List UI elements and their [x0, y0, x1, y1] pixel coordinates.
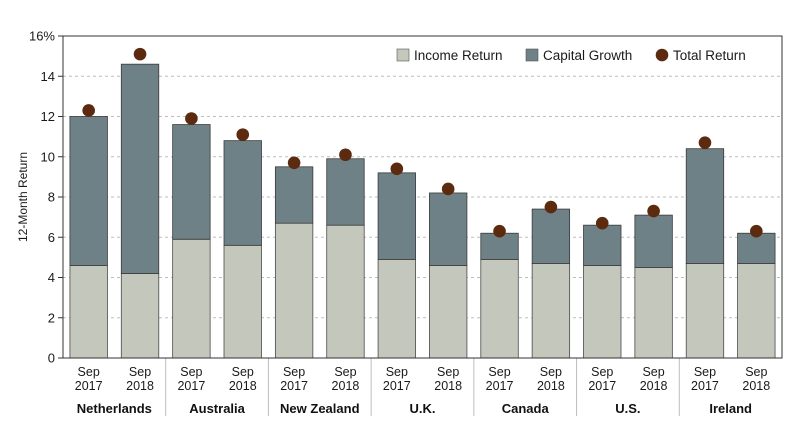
group-label: Netherlands [77, 401, 152, 416]
group-label: U.S. [615, 401, 640, 416]
capital-growth-bar [326, 158, 365, 226]
capital-growth-bar [531, 208, 571, 264]
capital-growth-bar [172, 124, 211, 240]
capital-growth-bar [685, 148, 725, 264]
y-axis-title: 12-Month Return [16, 152, 30, 242]
x-tick-label: Sep 2018 [742, 365, 770, 393]
x-tick-label: Sep 2017 [75, 365, 103, 393]
total-return-marker [698, 136, 712, 149]
income-return-bar [377, 258, 416, 359]
x-tick-label: Sep 2018 [640, 365, 668, 393]
total-return-marker [339, 148, 352, 162]
group-label: Ireland [709, 401, 752, 416]
bars [69, 63, 776, 359]
total-return-marker [441, 182, 455, 196]
total-return-markers [82, 47, 763, 238]
income-return-bar [685, 263, 725, 359]
legend-swatch [525, 48, 539, 62]
income-return-bar [172, 238, 211, 359]
x-tick-label: Sep 2017 [383, 365, 411, 393]
total-return-marker [544, 200, 558, 214]
total-return-marker [287, 156, 301, 170]
gridlines [63, 75, 782, 319]
total-return-marker [185, 112, 198, 125]
legend-label: Total Return [673, 48, 746, 63]
total-return-marker [595, 216, 609, 230]
group-label: New Zealand [280, 401, 360, 416]
income-return-bar [737, 263, 776, 359]
income-return-bar [69, 265, 108, 359]
group-label: U.K. [410, 401, 436, 416]
capital-growth-bar [737, 232, 776, 264]
axes: 0 2 4 6 8 10 12 14 16% Sep 2017 Sep 2018 Sep 2017 Sep 20… [29, 29, 783, 416]
income-return-bar [274, 222, 314, 359]
y-tick-label: 6 [48, 230, 55, 245]
legend-label: Income Return [414, 48, 503, 63]
y-tick-label: 12 [41, 109, 55, 124]
group-label: Canada [502, 401, 550, 416]
capital-growth-bar [120, 63, 160, 274]
total-return-marker [236, 128, 250, 141]
income-return-bar [223, 244, 262, 359]
income-return-bar [531, 263, 571, 359]
y-tick-label: 10 [41, 149, 55, 164]
x-tick-label: Sep 2017 [177, 365, 205, 393]
total-return-marker [647, 204, 660, 218]
y-tick-label: 4 [48, 270, 55, 285]
x-tick-label: Sep 2017 [691, 365, 719, 393]
y-tick-label: 2 [48, 310, 55, 325]
income-return-bar [120, 273, 160, 359]
capital-growth-bar [377, 172, 416, 260]
income-return-bar [326, 224, 365, 359]
legend-swatch [396, 48, 410, 62]
capital-growth-bar [223, 140, 262, 246]
x-tick-label: Sep 2018 [126, 365, 154, 393]
legend-marker [655, 48, 669, 62]
y-tick-label: 16% [29, 29, 55, 44]
total-return-marker [390, 162, 404, 176]
capital-growth-bar [634, 214, 673, 268]
income-return-bar [583, 265, 622, 359]
total-return-marker [82, 104, 95, 117]
total-return-marker [133, 47, 147, 61]
total-return-marker [493, 224, 506, 238]
x-tick-label: Sep 2018 [434, 365, 462, 393]
capital-growth-bar [274, 166, 314, 224]
capital-growth-bar [429, 192, 468, 266]
x-tick-label: Sep 2018 [537, 365, 565, 393]
capital-growth-bar [69, 116, 108, 266]
y-tick-label: 14 [41, 69, 55, 84]
x-tick-label: Sep 2017 [280, 365, 308, 393]
x-tick-label: Sep 2017 [588, 365, 616, 393]
income-return-bar [480, 258, 519, 359]
total-return-marker [750, 224, 763, 238]
income-return-bar [429, 265, 468, 359]
legend: Income Return Capital Growth Total Return [396, 48, 746, 63]
plot-frame [62, 35, 783, 359]
income-return-bar [634, 267, 673, 359]
capital-growth-bar [480, 232, 519, 260]
capital-growth-bar [583, 224, 622, 266]
x-tick-label: Sep 2018 [332, 365, 360, 393]
x-tick-label: Sep 2018 [229, 365, 257, 393]
x-tick-label: Sep 2017 [486, 365, 514, 393]
y-tick-label: 0 [48, 351, 55, 366]
group-label: Australia [189, 401, 245, 416]
legend-label: Capital Growth [543, 48, 632, 63]
y-tick-label: 8 [48, 190, 55, 205]
